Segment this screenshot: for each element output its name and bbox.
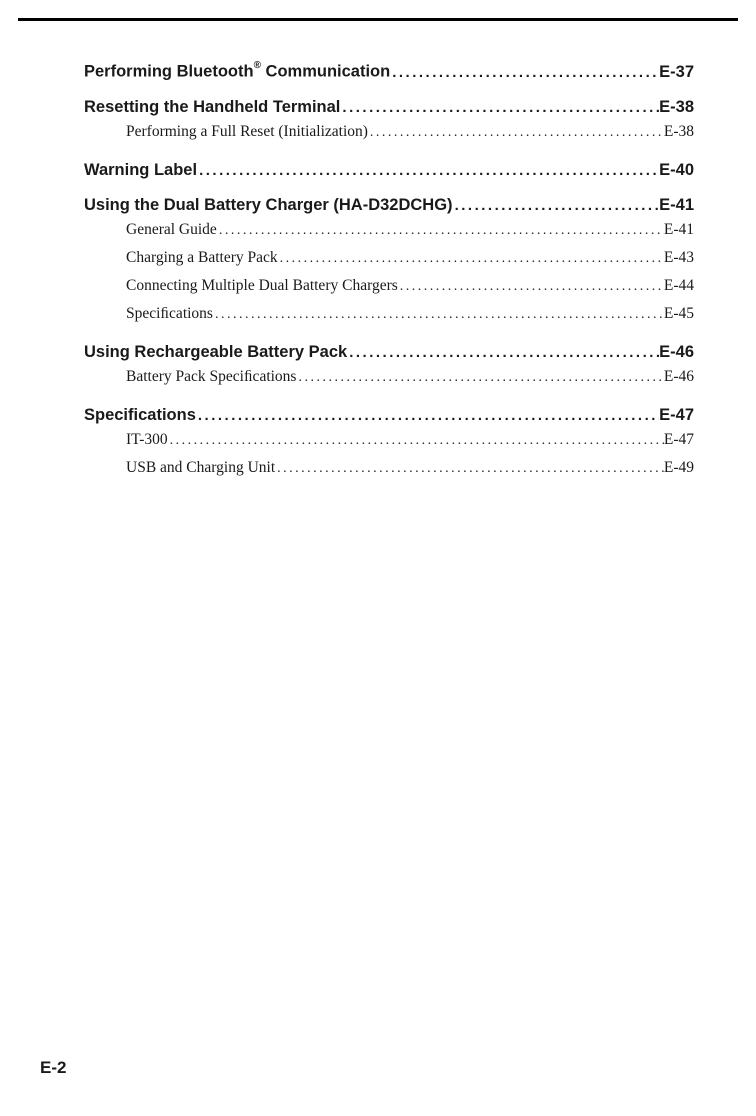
leader-dots: ........................................… xyxy=(168,433,664,449)
toc-sub-title: USB and Charging Unit xyxy=(126,459,275,477)
toc-section: Using Rechargeable Battery Pack ........… xyxy=(84,343,694,386)
title-post: Communication xyxy=(261,63,390,81)
toc-sub-page: E-49 xyxy=(664,459,694,477)
toc-sub-title: Speciﬁcations xyxy=(126,305,213,323)
section-gap xyxy=(84,333,694,343)
toc-section: Warning Label ..........................… xyxy=(84,161,694,180)
toc-heading: Resetting the Handheld Terminal ........… xyxy=(84,98,694,117)
leader-dots: ........................................… xyxy=(217,223,664,239)
leader-dots: ........................................… xyxy=(197,162,659,179)
leader-dots: ........................................… xyxy=(296,370,663,386)
toc-container: Performing Bluetooth® Communication ....… xyxy=(84,62,694,487)
top-rule xyxy=(18,18,738,21)
toc-sub-title: Performing a Full Reset (Initialization) xyxy=(126,123,368,141)
title-pre: Speciﬁcations xyxy=(84,406,196,424)
toc-sub-page: E-47 xyxy=(664,431,694,449)
toc-subentry: USB and Charging Unit ..................… xyxy=(126,459,694,477)
toc-heading-title: Performing Bluetooth® Communication xyxy=(84,62,390,82)
toc-sub-title: General Guide xyxy=(126,221,217,239)
toc-subentry: Speciﬁcations ..........................… xyxy=(126,305,694,323)
toc-sub-page: E-44 xyxy=(664,277,694,295)
page-number: E-2 xyxy=(40,1058,66,1078)
toc-heading-page: E-37 xyxy=(659,63,694,82)
toc-section: Speciﬁcations ..........................… xyxy=(84,406,694,477)
toc-section: Resetting the Handheld Terminal ........… xyxy=(84,98,694,141)
toc-sub-title: Connecting Multiple Dual Battery Charger… xyxy=(126,277,398,295)
toc-subentry: Connecting Multiple Dual Battery Charger… xyxy=(126,277,694,295)
title-pre: Resetting the Handheld Terminal xyxy=(84,98,340,116)
title-pre: Performing Bluetooth xyxy=(84,63,254,81)
leader-dots: ........................................… xyxy=(196,407,659,424)
toc-subentry: General Guide ..........................… xyxy=(126,221,694,239)
toc-sub-page: E-43 xyxy=(664,249,694,267)
leader-dots: ........................................… xyxy=(275,461,664,477)
section-gap xyxy=(84,88,694,98)
toc-section: Performing Bluetooth® Communication ....… xyxy=(84,62,694,82)
toc-subentry: Charging a Battery Pack ................… xyxy=(126,249,694,267)
toc-heading: Using the Dual Battery Charger (HA-D32DC… xyxy=(84,196,694,215)
toc-sub-title: Charging a Battery Pack xyxy=(126,249,278,267)
toc-heading-title: Warning Label xyxy=(84,161,197,180)
leader-dots: ........................................… xyxy=(347,344,659,361)
leader-dots: ........................................… xyxy=(453,197,660,214)
leader-dots: ........................................… xyxy=(368,125,664,141)
toc-heading-page: E-41 xyxy=(659,196,694,215)
leader-dots: ........................................… xyxy=(390,64,659,81)
toc-sub-title: IT-300 xyxy=(126,431,168,449)
title-sup: ® xyxy=(254,60,261,71)
toc-heading-page: E-38 xyxy=(659,98,694,117)
toc-sub-page: E-38 xyxy=(664,123,694,141)
toc-heading-page: E-47 xyxy=(659,406,694,425)
toc-heading: Using Rechargeable Battery Pack ........… xyxy=(84,343,694,362)
toc-subentry: Battery Pack Speciﬁcations .............… xyxy=(126,368,694,386)
toc-heading: Performing Bluetooth® Communication ....… xyxy=(84,62,694,82)
toc-sub-page: E-45 xyxy=(664,305,694,323)
toc-heading: Warning Label ..........................… xyxy=(84,161,694,180)
toc-sub-page: E-46 xyxy=(664,368,694,386)
section-gap xyxy=(84,151,694,161)
section-gap xyxy=(84,396,694,406)
toc-heading-title: Resetting the Handheld Terminal xyxy=(84,98,340,117)
toc-sub-title: Battery Pack Speciﬁcations xyxy=(126,368,296,386)
section-gap xyxy=(84,186,694,196)
toc-sub-page: E-41 xyxy=(664,221,694,239)
toc-subentry: IT-300 .................................… xyxy=(126,431,694,449)
title-pre: Using the Dual Battery Charger (HA-D32DC… xyxy=(84,196,453,214)
title-pre: Warning Label xyxy=(84,161,197,179)
leader-dots: ........................................… xyxy=(398,279,664,295)
toc-section: Using the Dual Battery Charger (HA-D32DC… xyxy=(84,196,694,323)
toc-heading-title: Using the Dual Battery Charger (HA-D32DC… xyxy=(84,196,453,215)
toc-subentry: Performing a Full Reset (Initialization)… xyxy=(126,123,694,141)
toc-heading-title: Speciﬁcations xyxy=(84,406,196,425)
leader-dots: ........................................… xyxy=(278,251,664,267)
leader-dots: ........................................… xyxy=(340,99,659,116)
leader-dots: ........................................… xyxy=(213,307,664,323)
title-pre: Using Rechargeable Battery Pack xyxy=(84,343,347,361)
toc-heading-page: E-40 xyxy=(659,161,694,180)
toc-heading-page: E-46 xyxy=(659,343,694,362)
toc-heading: Speciﬁcations ..........................… xyxy=(84,406,694,425)
toc-heading-title: Using Rechargeable Battery Pack xyxy=(84,343,347,362)
